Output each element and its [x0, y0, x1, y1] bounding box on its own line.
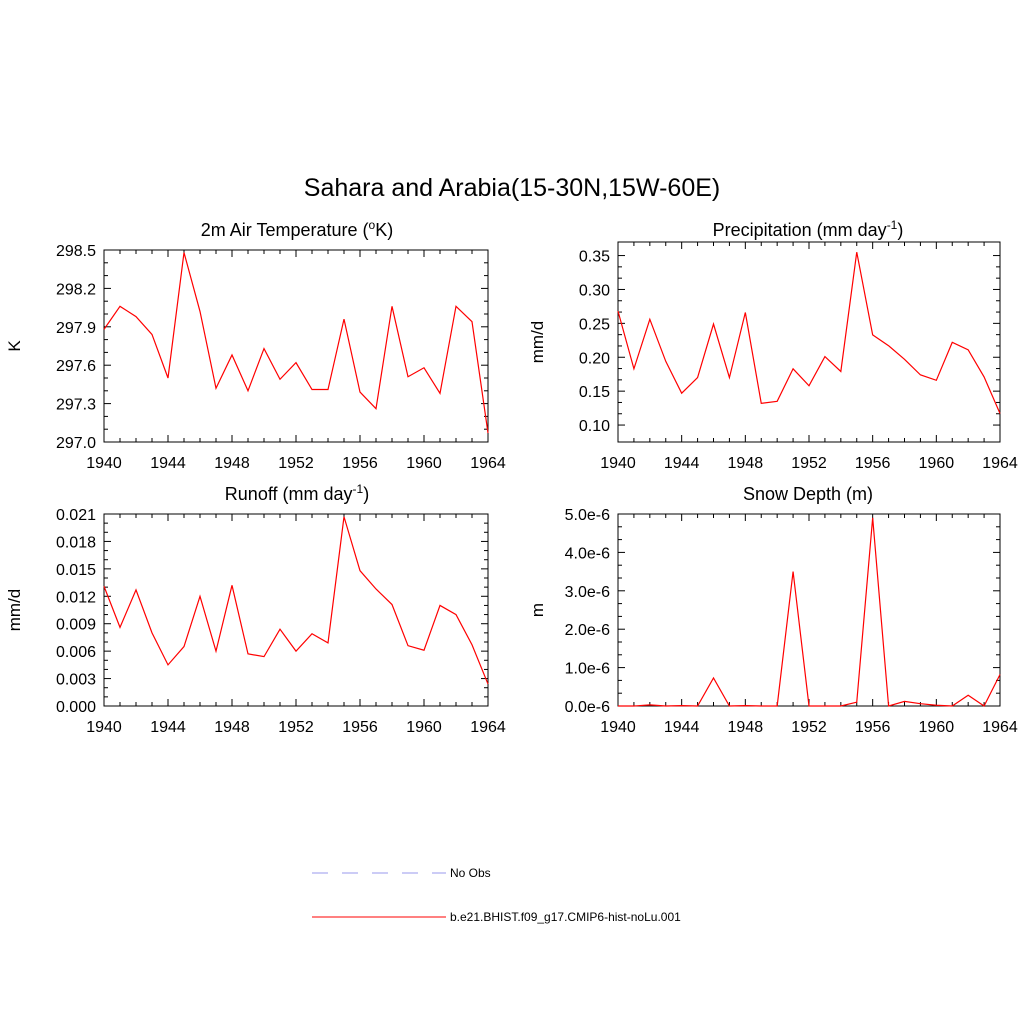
air-temperature-y-tick-label: 298.2 — [56, 281, 96, 298]
runoff-title-text: Runoff (mm day — [225, 484, 353, 504]
precipitation-panel: Precipitation (mm day-1) 1940 1944 1948 1952… — [528, 218, 1018, 472]
snow-depth-y-tick-label: 4.0e-6 — [565, 545, 610, 562]
air-temperature-y-tick-label: 297.0 — [56, 435, 96, 452]
air-temperature-title-tail: K) — [375, 220, 393, 240]
air-temperature-plot-frame — [103, 249, 489, 443]
snow-depth-x-tick-label: 1956 — [855, 719, 891, 736]
precipitation-x-tick-label: 1948 — [728, 455, 764, 472]
precipitation-x-tick-label: 1940 — [600, 455, 636, 472]
precipitation-y-axis-label: mm/d — [528, 321, 547, 364]
air-temperature-x-tick-label: 1956 — [342, 455, 378, 472]
snow-depth-y-tick-label: 5.0e-6 — [565, 507, 610, 524]
legend-label-model: b.e21.BHIST.f09_g17.CMIP6-hist-noLu.001 — [450, 910, 681, 924]
precipitation-y-tick-label: 0.10 — [579, 418, 610, 435]
precipitation-y-tick-label: 0.30 — [579, 282, 610, 299]
runoff-plot-frame — [103, 513, 489, 707]
precipitation-title-text: Precipitation (mm day — [713, 220, 887, 240]
snow-depth-x-tick-label: 1960 — [919, 719, 955, 736]
precipitation-y-tick-label: 0.25 — [579, 316, 610, 333]
air-temperature-x-tick-label: 1964 — [470, 455, 506, 472]
air-temperature-y-tick-label: 297.6 — [56, 358, 96, 375]
runoff-title-superscript: -1 — [353, 482, 364, 496]
precipitation-x-tick-label: 1964 — [982, 455, 1018, 472]
legend-label-no-obs: No Obs — [450, 866, 491, 880]
snow-depth-plot-frame — [617, 513, 1001, 707]
snow-depth-x-tick-label: 1948 — [728, 719, 764, 736]
air-temperature-series-line — [103, 252, 489, 434]
air-temperature-x-tick-label: 1952 — [278, 455, 314, 472]
snow-depth-x-tick-label: 1964 — [982, 719, 1018, 736]
precipitation-title-superscript: -1 — [887, 218, 898, 232]
runoff-y-tick-label: 0.009 — [56, 617, 96, 634]
runoff-panel: Runoff (mm day-1) 1940 1944 1948 1952 1956 196… — [5, 482, 506, 736]
runoff-x-tick-label: 1948 — [214, 719, 250, 736]
runoff-x-tick-label: 1956 — [342, 719, 378, 736]
snow-depth-x-tick-label: 1940 — [600, 719, 636, 736]
precipitation-plot-frame — [617, 241, 1001, 443]
runoff-y-tick-label: 0.018 — [56, 534, 96, 551]
runoff-x-tick-label: 1964 — [470, 719, 506, 736]
air-temperature-y-tick-label: 297.9 — [56, 320, 96, 337]
runoff-x-tick-label: 1960 — [406, 719, 442, 736]
precipitation-x-tick-label: 1960 — [919, 455, 955, 472]
snow-depth-x-tick-label: 1952 — [791, 719, 827, 736]
snow-depth-y-axis-label: m — [528, 603, 547, 617]
snow-depth-title: Snow Depth (m) — [743, 484, 873, 504]
runoff-title-tail: ) — [363, 484, 369, 504]
precipitation-x-tick-label: 1952 — [791, 455, 827, 472]
runoff-series-line — [103, 516, 489, 685]
snow-depth-series-line — [618, 517, 1001, 707]
snow-depth-panel: Snow Depth (m) 1940 1944 1948 1952 1956 1960 19… — [528, 484, 1018, 736]
runoff-y-tick-label: 0.006 — [56, 644, 96, 661]
precipitation-y-tick-label: 0.35 — [579, 249, 610, 266]
precipitation-y-tick-label: 0.20 — [579, 350, 610, 367]
runoff-y-tick-label: 0.000 — [56, 699, 96, 716]
air-temperature-title-text: 2m Air Temperature ( — [201, 220, 369, 240]
precipitation-x-tick-label: 1944 — [664, 455, 700, 472]
air-temperature-title-superscript: o — [369, 218, 376, 232]
air-temperature-y-tick-label: 298.5 — [56, 243, 96, 260]
precipitation-series-line — [617, 252, 1001, 414]
runoff-x-tick-label: 1952 — [278, 719, 314, 736]
runoff-x-tick-label: 1944 — [150, 719, 186, 736]
precipitation-y-tick-label: 0.15 — [579, 384, 610, 401]
runoff-y-tick-label: 0.012 — [56, 589, 96, 606]
snow-depth-y-tick-label: 0.0e-6 — [565, 699, 610, 716]
runoff-y-tick-label: 0.021 — [56, 507, 96, 524]
legend: No Obs b.e21.BHIST.f09_g17.CMIP6-hist-no… — [312, 866, 681, 924]
air-temperature-panel: 2m Air Temperature (oK) 1940 1944 1948 1952 1… — [5, 218, 506, 472]
air-temperature-y-tick-label: 297.3 — [56, 397, 96, 414]
snow-depth-y-tick-label: 1.0e-6 — [565, 661, 610, 678]
air-temperature-x-tick-label: 1944 — [150, 455, 186, 472]
air-temperature-title: 2m Air Temperature (oK) — [201, 218, 393, 240]
snow-depth-y-tick-label: 2.0e-6 — [565, 622, 610, 639]
air-temperature-x-tick-label: 1940 — [86, 455, 122, 472]
snow-depth-title-text: Snow Depth (m) — [743, 484, 873, 504]
runoff-title: Runoff (mm day-1) — [225, 482, 369, 504]
snow-depth-x-tick-label: 1944 — [664, 719, 700, 736]
air-temperature-x-tick-label: 1948 — [214, 455, 250, 472]
air-temperature-y-axis-label: K — [5, 340, 24, 352]
precipitation-title-tail: ) — [897, 220, 903, 240]
figure-title: Sahara and Arabia(15-30N,15W-60E) — [304, 174, 720, 202]
runoff-y-tick-label: 0.015 — [56, 562, 96, 579]
precipitation-title: Precipitation (mm day-1) — [713, 218, 904, 240]
snow-depth-y-tick-label: 3.0e-6 — [565, 584, 610, 601]
runoff-y-axis-label: mm/d — [5, 589, 24, 632]
runoff-y-tick-label: 0.003 — [56, 672, 96, 689]
runoff-x-tick-label: 1940 — [86, 719, 122, 736]
precipitation-x-tick-label: 1956 — [855, 455, 891, 472]
air-temperature-x-tick-label: 1960 — [406, 455, 442, 472]
